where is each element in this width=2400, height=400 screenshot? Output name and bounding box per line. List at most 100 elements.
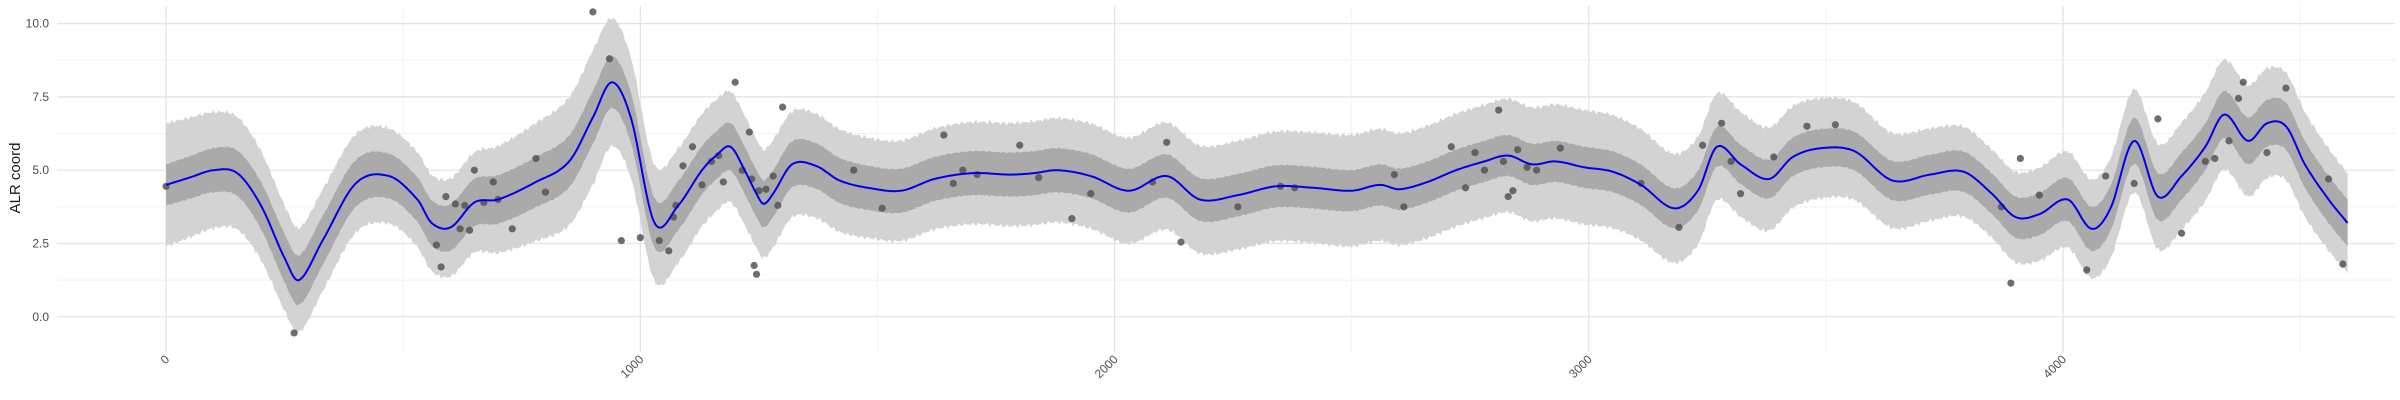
data-point bbox=[636, 234, 644, 242]
x-axis-ticks: 0 1000 2000 3000 4000 bbox=[158, 352, 2070, 381]
data-point bbox=[731, 78, 739, 86]
data-point bbox=[2007, 279, 2015, 287]
data-point bbox=[762, 185, 770, 193]
data-point bbox=[1556, 144, 1564, 152]
data-point bbox=[1533, 166, 1541, 174]
y-tick-label: 2.5 bbox=[32, 237, 49, 251]
x-tick-label: 0 bbox=[158, 352, 173, 367]
data-point bbox=[1770, 153, 1778, 161]
data-point bbox=[617, 236, 625, 245]
mean-line bbox=[165, 81, 2349, 282]
data-point bbox=[605, 55, 614, 63]
data-point bbox=[949, 179, 957, 187]
data-point bbox=[2211, 154, 2219, 163]
data-point bbox=[589, 8, 597, 16]
data-point bbox=[1504, 192, 1512, 201]
data-point bbox=[1390, 171, 1398, 179]
data-point bbox=[437, 263, 445, 271]
inner-credible-band bbox=[166, 56, 2348, 306]
data-point bbox=[665, 247, 673, 255]
data-points bbox=[162, 8, 2347, 337]
data-point bbox=[541, 188, 550, 196]
data-point bbox=[470, 166, 478, 174]
data-point bbox=[719, 178, 727, 186]
data-point bbox=[532, 154, 540, 163]
data-point bbox=[508, 225, 516, 233]
x-tick-label: 4000 bbox=[2040, 352, 2069, 381]
data-point bbox=[1717, 119, 1726, 127]
data-point bbox=[1675, 223, 1683, 231]
data-point bbox=[959, 166, 967, 174]
data-point bbox=[698, 181, 706, 189]
data-point bbox=[1016, 141, 1024, 149]
y-axis-ticks: 0.0 2.5 5.0 7.5 10.0 bbox=[26, 17, 50, 324]
data-point bbox=[655, 236, 663, 245]
data-point bbox=[778, 103, 787, 111]
data-point bbox=[850, 166, 858, 174]
y-tick-label: 0.0 bbox=[32, 310, 49, 324]
data-point bbox=[755, 187, 763, 195]
x-tick-label: 2000 bbox=[1092, 352, 1121, 381]
data-point bbox=[1727, 157, 1735, 166]
data-point bbox=[1699, 141, 1707, 149]
data-point bbox=[774, 201, 782, 209]
data-point bbox=[679, 162, 687, 170]
y-axis-title: ALR coord bbox=[7, 143, 24, 214]
data-point bbox=[1068, 214, 1076, 223]
data-point bbox=[1736, 190, 1745, 198]
data-point bbox=[707, 157, 716, 166]
data-point bbox=[940, 131, 948, 139]
data-point bbox=[290, 329, 298, 337]
y-tick-label: 7.5 bbox=[32, 90, 49, 104]
data-point bbox=[2102, 172, 2110, 180]
y-tick-label: 10.0 bbox=[26, 17, 50, 31]
data-point bbox=[1177, 238, 1185, 246]
data-point bbox=[2130, 179, 2138, 187]
data-point bbox=[1163, 138, 1171, 146]
y-tick-label: 5.0 bbox=[32, 163, 49, 177]
data-point bbox=[1514, 146, 1522, 154]
data-point bbox=[432, 241, 440, 249]
mean-line-layer bbox=[165, 81, 2349, 282]
data-point bbox=[688, 143, 697, 151]
data-point bbox=[2282, 84, 2290, 92]
data-point bbox=[2083, 266, 2091, 274]
data-point bbox=[1400, 203, 1408, 211]
data-point bbox=[878, 204, 886, 212]
data-point bbox=[1495, 106, 1503, 114]
data-point bbox=[1035, 173, 1043, 182]
data-point bbox=[451, 200, 459, 208]
data-point bbox=[745, 128, 753, 136]
data-point bbox=[2239, 78, 2247, 86]
data-point bbox=[2154, 115, 2162, 123]
data-point bbox=[2263, 149, 2271, 157]
data-point bbox=[1499, 157, 1508, 166]
data-point bbox=[456, 225, 464, 233]
data-point bbox=[1803, 122, 1811, 130]
data-point bbox=[2016, 154, 2024, 163]
data-point bbox=[2339, 260, 2347, 268]
data-point bbox=[2177, 229, 2186, 237]
data-point bbox=[1480, 166, 1489, 174]
data-point bbox=[2325, 175, 2333, 183]
data-point bbox=[461, 201, 469, 209]
data-point bbox=[1447, 143, 1455, 151]
data-point bbox=[1509, 187, 1517, 195]
data-point bbox=[1234, 203, 1242, 211]
data-point bbox=[1471, 149, 1479, 157]
data-point bbox=[2035, 191, 2043, 199]
data-point bbox=[2234, 94, 2243, 102]
data-point bbox=[769, 172, 777, 180]
data-point bbox=[1523, 163, 1531, 171]
data-point bbox=[465, 226, 474, 234]
data-point bbox=[750, 261, 758, 270]
data-point bbox=[1461, 184, 1470, 192]
inner-band-layer bbox=[166, 56, 2348, 306]
x-tick-label: 1000 bbox=[618, 352, 647, 381]
data-point bbox=[2225, 137, 2233, 145]
data-point bbox=[752, 270, 761, 278]
x-tick-label: 3000 bbox=[1566, 352, 1595, 381]
data-point bbox=[1087, 190, 1095, 198]
data-point bbox=[489, 178, 497, 186]
